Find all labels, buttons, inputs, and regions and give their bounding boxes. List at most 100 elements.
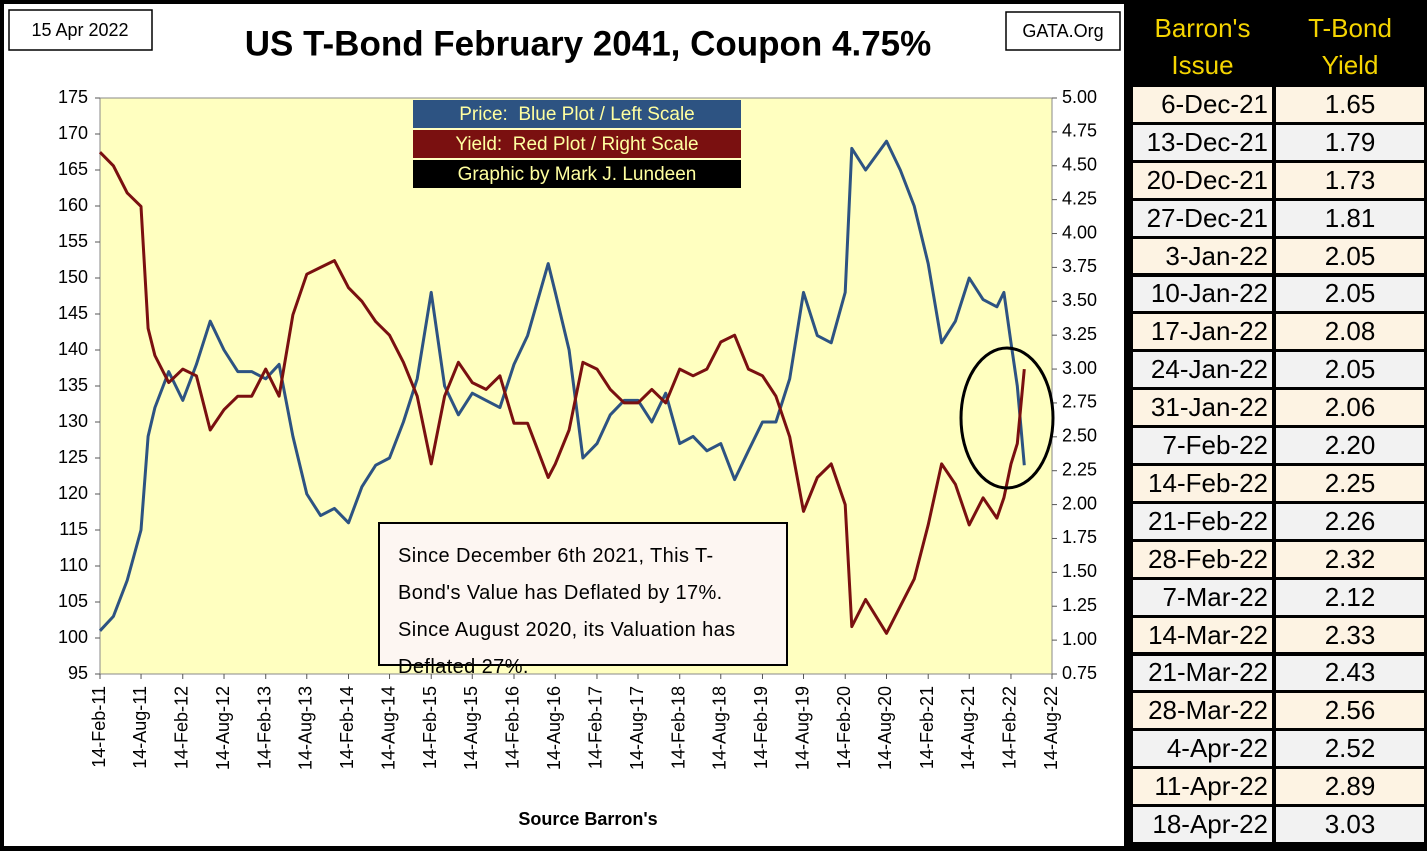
x-tick-label: 14-Feb-22	[1000, 686, 1020, 769]
y2-tick-label: 4.50	[1062, 155, 1097, 175]
table-cell: 7-Feb-22	[1133, 428, 1272, 463]
table-header: Barron's Issue	[1154, 13, 1251, 80]
table-cell: 1.81	[1276, 200, 1424, 236]
y-tick-label: 135	[58, 375, 88, 395]
y2-tick-label: 3.50	[1062, 290, 1097, 310]
x-tick-label: 14-Feb-16	[503, 686, 523, 769]
table-cell: 4-Apr-22	[1133, 731, 1272, 767]
x-axis-title: Source Barron's	[518, 809, 657, 829]
y-tick-label: 120	[58, 483, 88, 503]
table-cell: 1.65	[1276, 87, 1424, 122]
x-tick-label: 14-Aug-11	[130, 686, 150, 769]
table-cell: 2.08	[1276, 314, 1424, 350]
x-tick-label: 14-Aug-21	[958, 686, 978, 770]
x-tick-label: 14-Feb-12	[172, 686, 192, 769]
table-cell: 2.06	[1276, 390, 1424, 426]
y2-tick-label: 4.00	[1062, 222, 1097, 242]
table-cell: 1.79	[1276, 124, 1424, 160]
y2-tick-label: 0.75	[1062, 663, 1097, 683]
series-line	[98, 151, 1026, 635]
y2-tick-label: 4.25	[1062, 188, 1097, 208]
y-tick-label: 155	[58, 231, 88, 251]
x-tick-label: 14-Aug-16	[544, 686, 564, 770]
y2-tick-label: 2.00	[1062, 493, 1097, 513]
x-tick-label: 14-Aug-19	[792, 686, 812, 770]
x-tick-label: 14-Feb-20	[834, 686, 854, 769]
table-cell: 17-Jan-22	[1133, 314, 1272, 350]
table-cell: 21-Mar-22	[1133, 655, 1272, 691]
site-box	[1005, 11, 1121, 51]
x-tick-label: 14-Feb-14	[337, 686, 357, 769]
table-cell: 2.05	[1276, 276, 1424, 312]
table-cell: 2.05	[1276, 238, 1424, 274]
y2-tick-label: 2.75	[1062, 392, 1097, 412]
y2-tick-label: 3.75	[1062, 256, 1097, 276]
y-tick-label: 165	[58, 159, 88, 179]
table-cell: 2.12	[1276, 579, 1424, 615]
x-tick-label: 14-Aug-15	[461, 686, 481, 770]
y-tick-label: 105	[58, 591, 88, 611]
table-cell: 7-Mar-22	[1133, 579, 1272, 615]
date-box	[8, 9, 153, 51]
table-cell: 21-Feb-22	[1133, 503, 1272, 539]
x-tick-label: 14-Feb-13	[254, 686, 274, 769]
table-cell: 2.26	[1276, 503, 1424, 539]
y2-tick-label: 1.00	[1062, 629, 1097, 649]
y2-tick-label: 5.00	[1062, 87, 1097, 107]
series-line	[98, 139, 1026, 632]
table-cell: 2.89	[1276, 769, 1424, 805]
x-tick-label: 14-Feb-11	[89, 686, 109, 768]
legend-box	[413, 130, 741, 158]
y2-tick-label: 3.25	[1062, 324, 1097, 344]
highlight-circle	[959, 346, 1055, 490]
y-tick-label: 95	[68, 663, 88, 683]
table-cell: 18-Apr-22	[1133, 807, 1272, 842]
table-cell: 2.33	[1276, 617, 1424, 653]
legend-label: Yield: Red Plot / Right Scale	[455, 134, 698, 155]
table-cell: 2.05	[1276, 352, 1424, 388]
table-cell: 31-Jan-22	[1133, 390, 1272, 426]
site-name: GATA.Org	[1022, 21, 1103, 41]
table-cell: 2.52	[1276, 731, 1424, 767]
y-tick-label: 110	[59, 555, 88, 575]
table-cell: 3.03	[1276, 807, 1424, 842]
y2-tick-label: 3.00	[1062, 358, 1097, 378]
y-tick-label: 130	[58, 411, 88, 431]
x-tick-label: 14-Aug-20	[875, 686, 895, 770]
y-tick-label: 160	[58, 195, 88, 215]
x-tick-label: 14-Aug-22	[1041, 686, 1061, 770]
y-tick-label: 175	[58, 87, 88, 107]
table-cell: 14-Feb-22	[1133, 466, 1272, 501]
x-tick-label: 14-Feb-21	[917, 686, 937, 769]
table-cell: 28-Feb-22	[1133, 541, 1272, 577]
y-tick-label: 140	[58, 339, 88, 359]
credit: Graphic by Mark J. Lundeen	[458, 164, 697, 185]
credit-box	[413, 160, 741, 188]
table-cell: 14-Mar-22	[1133, 617, 1272, 653]
x-tick-label: 14-Aug-12	[213, 686, 233, 770]
chart: 15 Apr 2022 GATA.Org US T-Bond February …	[4, 4, 1124, 846]
table-cell: 2.56	[1276, 693, 1424, 729]
table-cell: 2.25	[1276, 466, 1424, 501]
table-cell: 3-Jan-22	[1133, 238, 1272, 274]
y2-tick-label: 1.25	[1062, 595, 1097, 615]
y2-tick-label: 4.75	[1062, 121, 1097, 141]
date-stamp: 15 Apr 2022	[31, 20, 128, 40]
y-tick-label: 150	[58, 267, 88, 287]
y2-tick-label: 2.25	[1062, 459, 1097, 479]
table-header: T-Bond Yield	[1308, 13, 1392, 80]
legend-box	[413, 100, 741, 128]
table-cell: 2.32	[1276, 541, 1424, 577]
table-cell: 11-Apr-22	[1133, 769, 1272, 805]
table-cell: 6-Dec-21	[1133, 87, 1272, 122]
y2-tick-label: 1.50	[1062, 561, 1097, 581]
x-tick-label: 14-Feb-15	[420, 686, 440, 769]
x-tick-label: 14-Feb-19	[751, 686, 771, 769]
x-tick-label: 14-Aug-17	[627, 686, 647, 770]
table-cell: 10-Jan-22	[1133, 276, 1272, 312]
table-cell: 13-Dec-21	[1133, 124, 1272, 160]
y-tick-label: 145	[58, 303, 88, 323]
table-cell: 2.20	[1276, 428, 1424, 463]
chart-title: US T-Bond February 2041, Coupon 4.75%	[245, 24, 932, 63]
